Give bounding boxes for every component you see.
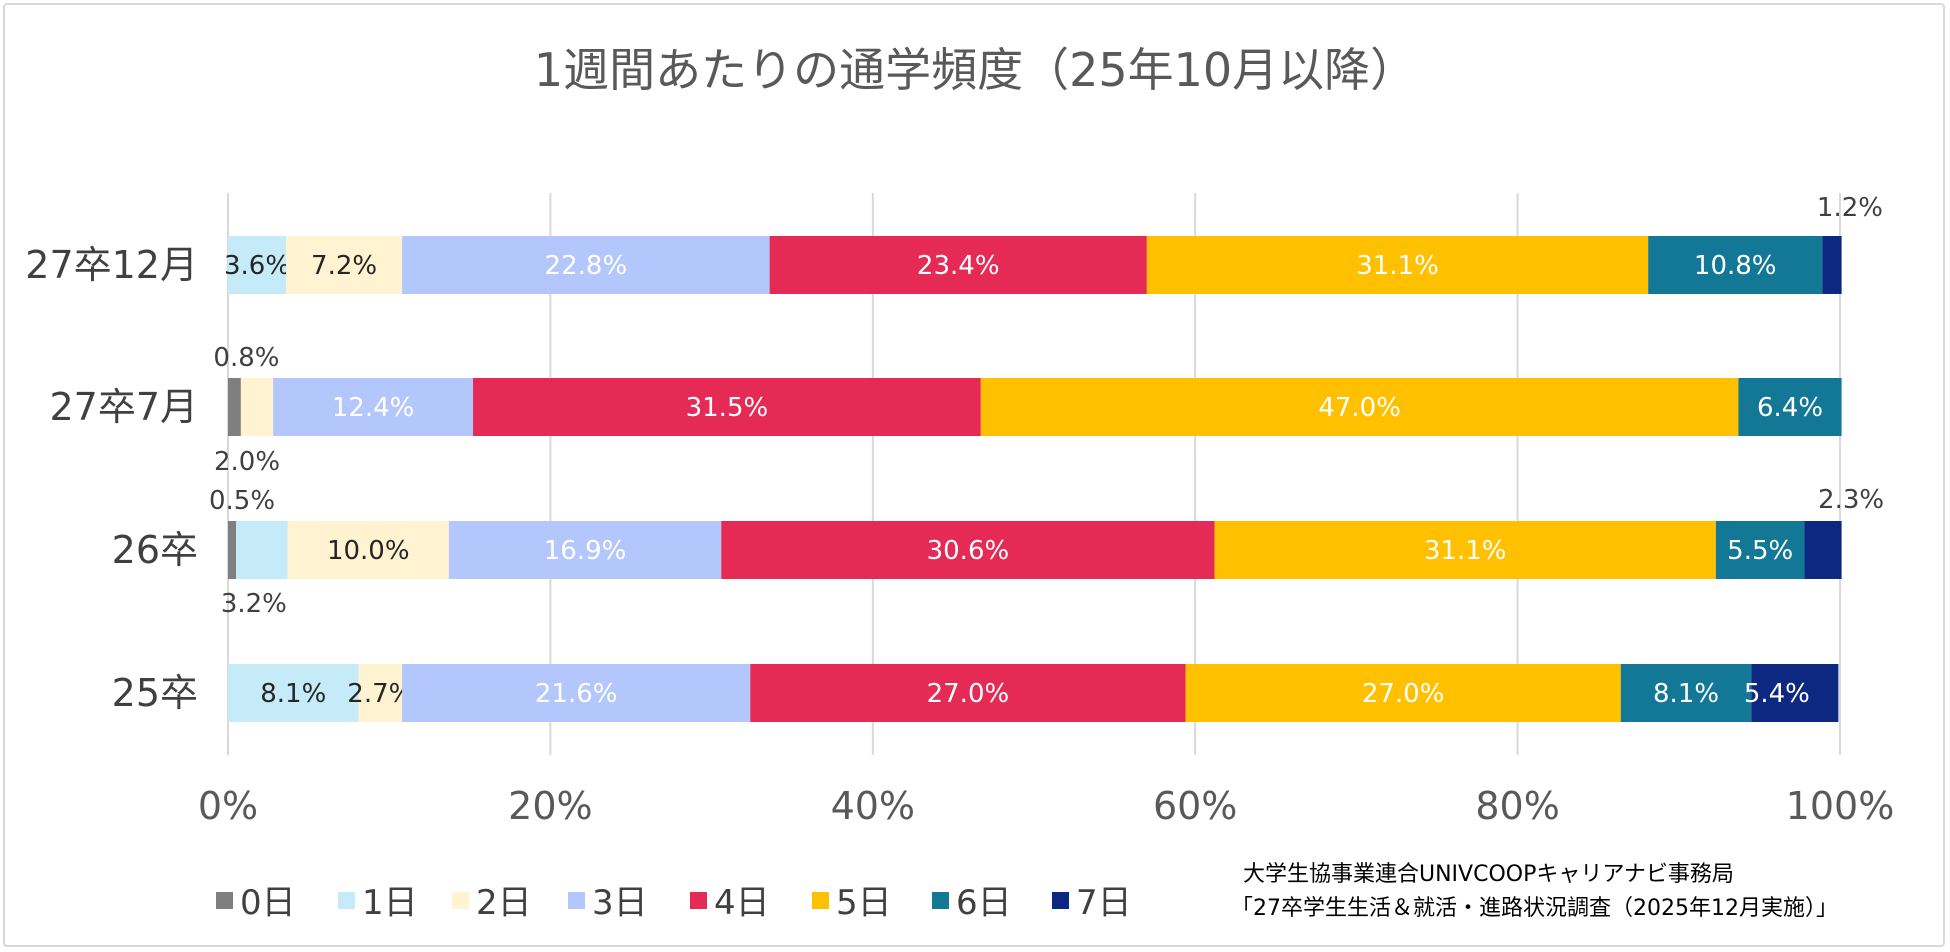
data-label: 30.6% xyxy=(927,536,1010,566)
bar-segment xyxy=(1648,236,1823,294)
legend-swatch xyxy=(932,892,949,909)
data-label: 3.2% xyxy=(221,589,287,619)
x-tick-label: 0% xyxy=(198,784,258,828)
data-label: 27.0% xyxy=(1362,679,1445,709)
legend-swatch xyxy=(1052,892,1069,909)
data-label: 7.2% xyxy=(311,251,377,281)
legend-label: 1日 xyxy=(362,883,418,923)
data-label: 6.4% xyxy=(1757,393,1823,423)
bar-segment xyxy=(1620,664,1752,722)
data-label: 21.6% xyxy=(535,679,618,709)
x-tick-label: 40% xyxy=(831,784,915,828)
data-label: 31.1% xyxy=(1356,251,1439,281)
bar-segment xyxy=(236,521,288,579)
x-tick-label: 60% xyxy=(1153,784,1237,828)
x-tick-label: 20% xyxy=(508,784,592,828)
bar-segment xyxy=(228,236,287,294)
data-label: 31.1% xyxy=(1424,536,1507,566)
x-tick-label: 80% xyxy=(1475,784,1559,828)
data-label: 31.5% xyxy=(686,393,769,423)
bar-segment xyxy=(358,664,403,722)
bars: 3.6% 7.2% 22.8% 23.4% 31.1% 10.8% 1.2% 0.8% 2.0%… xyxy=(209,193,1884,722)
data-label: 2.3% xyxy=(1818,485,1884,515)
data-label: 8.1% xyxy=(1653,679,1719,709)
legend-swatch xyxy=(216,892,233,909)
legend-label: 6日 xyxy=(956,883,1012,923)
data-label: 0.5% xyxy=(209,486,275,516)
bar-segment xyxy=(286,236,403,294)
bar-segment xyxy=(1822,236,1842,294)
data-label: 0.8% xyxy=(213,343,279,373)
data-label: 10.8% xyxy=(1694,251,1777,281)
category-label: 27卒7月 xyxy=(49,385,198,429)
data-label: 5.5% xyxy=(1727,536,1793,566)
category-label: 27卒12月 xyxy=(25,243,198,287)
data-label: 16.9% xyxy=(544,536,627,566)
bar-segment xyxy=(402,236,770,294)
legend-label: 0日 xyxy=(240,883,296,923)
bar-segment xyxy=(228,378,241,436)
bar-segment xyxy=(287,521,449,579)
data-label: 8.1% xyxy=(260,679,326,709)
legend-label: 7日 xyxy=(1076,883,1132,923)
bar-segment xyxy=(1738,378,1842,436)
bar-segment xyxy=(769,236,1147,294)
bar-segment xyxy=(240,378,274,436)
category-labels: 27卒12月 27卒7月 26卒 25卒 xyxy=(25,243,198,715)
bar-segment xyxy=(721,521,1215,579)
data-label: 22.8% xyxy=(545,251,628,281)
bar-segment xyxy=(1804,521,1842,579)
bar-segment xyxy=(228,664,359,722)
bar-segment xyxy=(448,521,722,579)
bar-segment xyxy=(1214,521,1716,579)
bar-segment xyxy=(1146,236,1649,294)
legend-label: 2日 xyxy=(476,883,532,923)
data-label: 5.4% xyxy=(1744,679,1810,709)
legend-label: 4日 xyxy=(714,883,770,923)
bar-segment xyxy=(980,378,1739,436)
bar-segment xyxy=(273,378,474,436)
legend-label: 3日 xyxy=(592,883,648,923)
bar-segment xyxy=(1715,521,1805,579)
data-label: 47.0% xyxy=(1318,393,1401,423)
source-line-1: 大学生協事業連合UNIVCOOPキャリアナビ事務局 xyxy=(1243,862,1734,887)
chart-title: 1週間あたりの通学頻度（25年10月以降） xyxy=(534,43,1416,97)
bar-segment xyxy=(1185,664,1621,722)
x-tick-labels: 0% 20% 40% 60% 80% 100% xyxy=(198,784,1894,828)
x-tick-label: 100% xyxy=(1786,784,1895,828)
bar-segment xyxy=(750,664,1186,722)
legend-label: 5日 xyxy=(836,883,892,923)
data-label: 23.4% xyxy=(917,251,1000,281)
category-label: 26卒 xyxy=(112,528,198,572)
data-label: 1.2% xyxy=(1817,193,1883,223)
legend: 0日 1日 2日 3日 4日 5日 6日 7日 xyxy=(216,883,1132,923)
data-label: 3.6% xyxy=(224,251,290,281)
bar-segment xyxy=(1751,664,1839,722)
chart-frame xyxy=(3,3,1945,947)
data-label: 2.0% xyxy=(214,447,280,477)
category-label: 25卒 xyxy=(112,671,198,715)
bar-segment xyxy=(402,664,751,722)
data-label: 27.0% xyxy=(927,679,1010,709)
source-line-2: 「27卒学生生活＆就活・進路状況調査（2025年12月実施）」 xyxy=(1231,896,1838,921)
legend-swatch xyxy=(568,892,585,909)
legend-swatch xyxy=(812,892,829,909)
data-label: 10.0% xyxy=(327,536,410,566)
bar-segment xyxy=(473,378,981,436)
legend-swatch xyxy=(338,892,355,909)
legend-swatch xyxy=(452,892,469,909)
data-label: 12.4% xyxy=(332,393,415,423)
legend-swatch xyxy=(690,892,707,909)
bar-segment xyxy=(228,521,237,579)
